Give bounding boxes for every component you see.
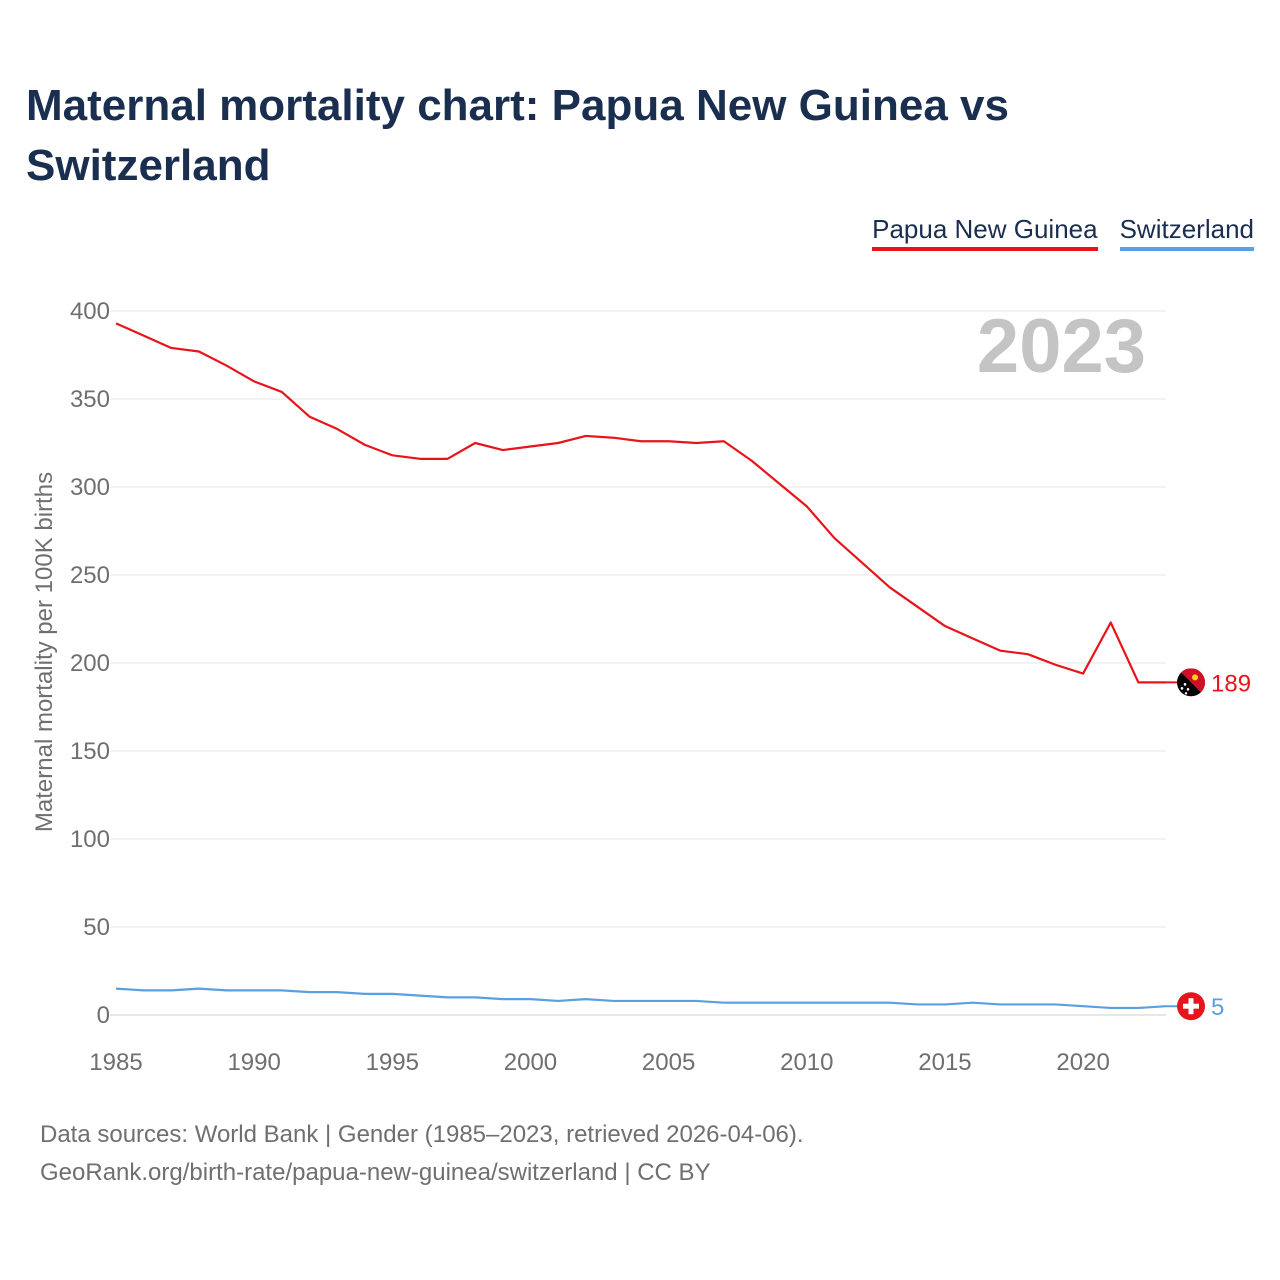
- year-watermark: 2023: [977, 304, 1146, 389]
- source-note: Data sources: World Bank | Gender (1985–…: [40, 1121, 804, 1148]
- y-tick-label: 200: [70, 650, 110, 677]
- end-value-label: 5: [1211, 994, 1224, 1021]
- x-tick-label: 1985: [89, 1049, 142, 1076]
- x-tick-label: 1995: [366, 1049, 419, 1076]
- x-tick-label: 2015: [918, 1049, 971, 1076]
- switzerland-flag-icon: [1177, 992, 1205, 1021]
- y-tick-label: 350: [70, 386, 110, 413]
- legend-item-papua-new-guinea[interactable]: Papua New Guinea: [872, 214, 1098, 251]
- x-tick-label: 2020: [1056, 1049, 1109, 1076]
- y-tick-label: 400: [70, 298, 110, 325]
- y-tick-label: 300: [70, 474, 110, 501]
- x-tick-label: 2010: [780, 1049, 833, 1076]
- y-tick-label: 100: [70, 826, 110, 853]
- y-axis-label: Maternal mortality per 100K births: [31, 472, 58, 832]
- series-line-switzerland[interactable]: [115, 987, 1167, 1010]
- y-tick-label: 250: [70, 562, 110, 589]
- end-value-label: 189: [1211, 670, 1251, 697]
- y-tick-label: 150: [70, 738, 110, 765]
- x-tick-label: 2000: [504, 1049, 557, 1076]
- page-title: Maternal mortality chart: Papua New Guin…: [26, 81, 1009, 190]
- grid-lines: [110, 310, 1166, 1016]
- footer: Data sources: World Bank | Gender (1985–…: [40, 1116, 804, 1192]
- x-tick-label: 2005: [642, 1049, 695, 1076]
- line-chart: 0 50 100 150 200 250 300 350 400 1985 1990 1995 200…: [31, 298, 1251, 1076]
- x-axis-ticks: 1985 1990 1995 2000 2005 2010 2015 2020: [89, 1049, 1109, 1076]
- y-tick-label: 0: [97, 1002, 110, 1029]
- legend: Papua New Guinea Switzerland: [872, 214, 1254, 251]
- y-tick-label: 50: [83, 914, 110, 941]
- series-lines: [115, 322, 1167, 1010]
- x-tick-label: 1990: [227, 1049, 280, 1076]
- y-axis-ticks: 0 50 100 150 200 250 300 350 400: [70, 298, 110, 1029]
- papua-new-guinea-flag-icon: [1177, 668, 1205, 697]
- legend-item-switzerland[interactable]: Switzerland: [1119, 214, 1254, 251]
- attribution: GeoRank.org/birth-rate/papua-new-guinea/…: [40, 1159, 711, 1186]
- series-line-papua-new-guinea[interactable]: [115, 322, 1166, 684]
